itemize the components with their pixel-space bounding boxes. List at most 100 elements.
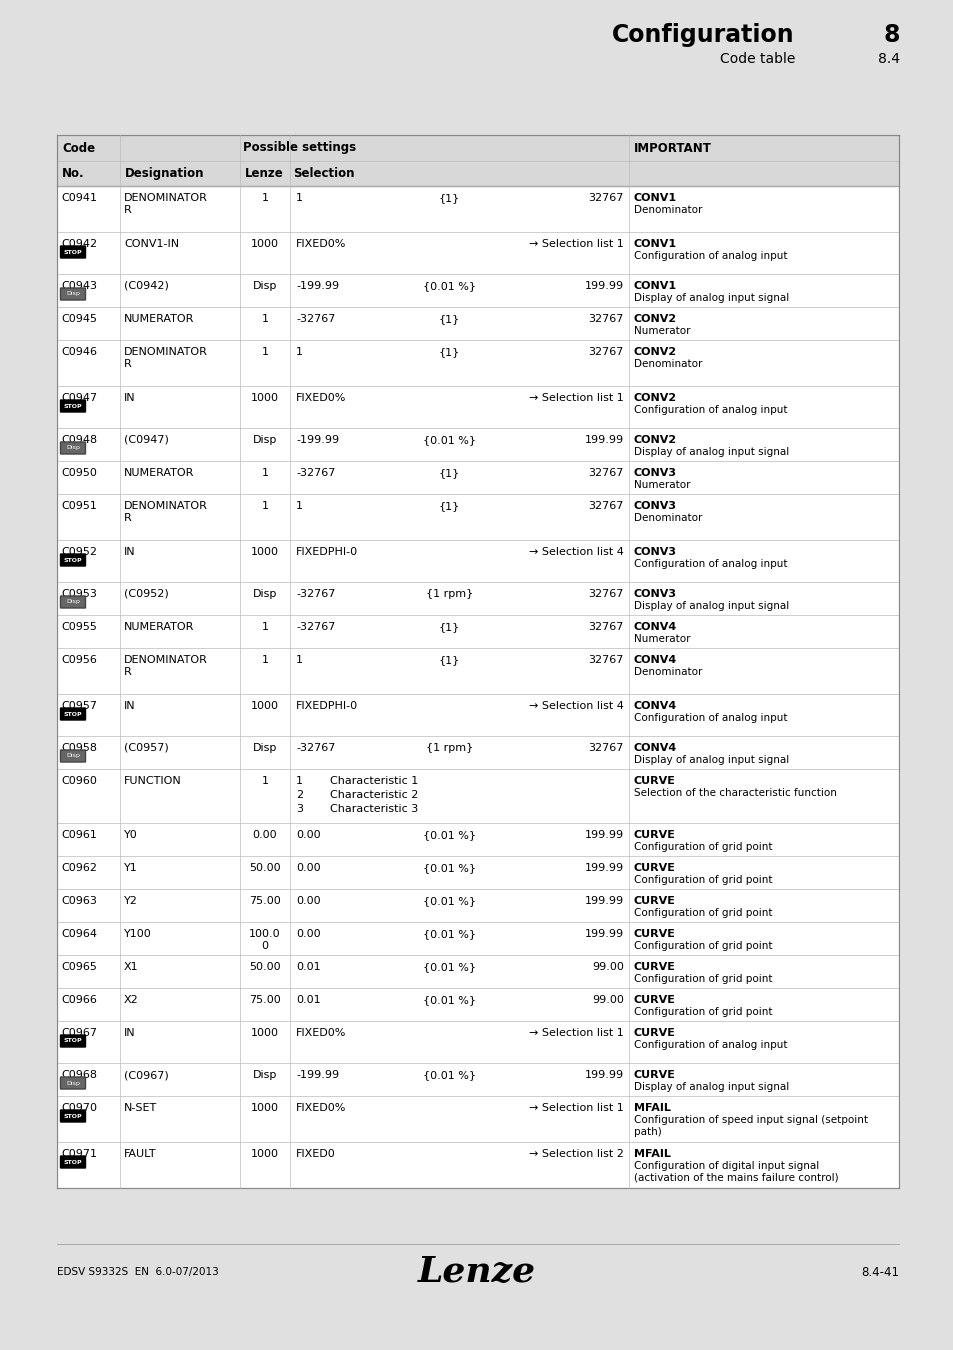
Text: Denominator: Denominator: [634, 513, 701, 522]
Text: 1: 1: [261, 622, 268, 632]
Text: DENOMINATOR: DENOMINATOR: [124, 347, 208, 356]
Text: 8.4-41: 8.4-41: [861, 1265, 898, 1278]
Text: Characteristic 2: Characteristic 2: [330, 790, 418, 801]
Text: → Selection list 4: → Selection list 4: [529, 547, 623, 558]
Text: Y0: Y0: [124, 830, 137, 840]
Text: CURVE: CURVE: [634, 1027, 675, 1038]
Text: C0945: C0945: [61, 315, 97, 324]
Text: STOP: STOP: [64, 1160, 82, 1165]
Text: R: R: [124, 513, 132, 522]
Text: NUMERATOR: NUMERATOR: [124, 468, 194, 478]
FancyBboxPatch shape: [60, 554, 86, 566]
Text: Lenze: Lenze: [245, 167, 283, 180]
Text: FAULT: FAULT: [124, 1149, 156, 1160]
Text: 8.4: 8.4: [877, 53, 899, 66]
Text: Y2: Y2: [124, 896, 138, 906]
Text: 1000: 1000: [251, 239, 278, 248]
Text: C0941: C0941: [61, 193, 97, 202]
Text: Configuration: Configuration: [612, 23, 794, 47]
Text: Configuration of grid point: Configuration of grid point: [634, 941, 772, 950]
Text: Configuration of grid point: Configuration of grid point: [634, 1007, 772, 1017]
FancyBboxPatch shape: [60, 400, 86, 412]
Text: Configuration of digital input signal: Configuration of digital input signal: [634, 1161, 819, 1170]
Text: Denominator: Denominator: [634, 359, 701, 369]
Text: 75.00: 75.00: [249, 896, 280, 906]
Text: C0950: C0950: [61, 468, 97, 478]
Text: Y1: Y1: [124, 863, 137, 873]
Text: Disp: Disp: [253, 743, 277, 753]
Text: 1: 1: [261, 347, 268, 356]
Text: 75.00: 75.00: [249, 995, 280, 1004]
Text: CONV2: CONV2: [634, 435, 677, 446]
Text: 1: 1: [261, 193, 268, 202]
Text: STOP: STOP: [64, 1114, 82, 1119]
Text: 32767: 32767: [588, 622, 623, 632]
Text: STOP: STOP: [64, 250, 82, 255]
FancyBboxPatch shape: [60, 288, 86, 300]
Text: Numerator: Numerator: [634, 481, 690, 490]
Text: → Selection list 4: → Selection list 4: [529, 701, 623, 711]
Text: CONV4: CONV4: [634, 655, 677, 666]
Text: 2: 2: [295, 790, 303, 801]
Text: FIXED0%: FIXED0%: [295, 1027, 346, 1038]
Text: NUMERATOR: NUMERATOR: [124, 622, 194, 632]
Text: Numerator: Numerator: [634, 634, 690, 644]
Text: path): path): [634, 1127, 661, 1137]
Text: Display of analog input signal: Display of analog input signal: [634, 447, 788, 458]
Text: C0968: C0968: [61, 1071, 97, 1080]
Text: R: R: [124, 205, 132, 215]
Text: 1: 1: [261, 655, 268, 666]
Text: C0953: C0953: [61, 589, 97, 599]
Text: -32767: -32767: [295, 468, 335, 478]
Text: CONV4: CONV4: [634, 743, 677, 753]
Text: → Selection list 1: → Selection list 1: [529, 393, 623, 404]
Text: FIXEDPHI-0: FIXEDPHI-0: [295, 547, 357, 558]
FancyBboxPatch shape: [60, 1110, 86, 1122]
Text: C0961: C0961: [61, 830, 97, 840]
Text: DENOMINATOR: DENOMINATOR: [124, 193, 208, 202]
Text: C0943: C0943: [61, 281, 97, 292]
Text: Display of analog input signal: Display of analog input signal: [634, 293, 788, 302]
Text: 199.99: 199.99: [584, 435, 623, 446]
Text: {1}: {1}: [438, 622, 459, 632]
Text: 32767: 32767: [588, 468, 623, 478]
Text: 1000: 1000: [251, 393, 278, 404]
Text: 1: 1: [261, 468, 268, 478]
Text: CURVE: CURVE: [634, 929, 675, 940]
Text: CURVE: CURVE: [634, 776, 675, 786]
FancyBboxPatch shape: [60, 1156, 86, 1168]
Text: STOP: STOP: [64, 558, 82, 563]
Text: 32767: 32767: [588, 347, 623, 356]
Text: 0.00: 0.00: [295, 896, 320, 906]
FancyBboxPatch shape: [60, 751, 86, 761]
Text: Lenze: Lenze: [417, 1256, 536, 1289]
Text: 99.00: 99.00: [592, 995, 623, 1004]
Text: 1000: 1000: [251, 1103, 278, 1112]
Text: R: R: [124, 359, 132, 369]
Text: C0963: C0963: [61, 896, 97, 906]
Text: {1 rpm}: {1 rpm}: [425, 589, 473, 599]
Text: {0.01 %}: {0.01 %}: [422, 830, 476, 840]
Text: Denominator: Denominator: [634, 667, 701, 676]
Text: Code: Code: [62, 142, 95, 154]
Text: {0.01 %}: {0.01 %}: [422, 896, 476, 906]
Text: Configuration of grid point: Configuration of grid point: [634, 842, 772, 852]
Text: C0942: C0942: [61, 239, 97, 248]
Text: C0957: C0957: [61, 701, 97, 711]
Text: Disp: Disp: [66, 446, 80, 451]
Text: FIXED0: FIXED0: [295, 1149, 335, 1160]
Text: 199.99: 199.99: [584, 1071, 623, 1080]
Text: Characteristic 3: Characteristic 3: [330, 805, 417, 814]
Text: 32767: 32767: [588, 193, 623, 202]
Text: CONV1: CONV1: [634, 281, 677, 292]
Text: 1: 1: [295, 501, 303, 512]
Text: C0951: C0951: [61, 501, 97, 512]
Text: {0.01 %}: {0.01 %}: [422, 435, 476, 446]
Text: Display of analog input signal: Display of analog input signal: [634, 601, 788, 612]
Text: FIXED0%: FIXED0%: [295, 393, 346, 404]
Text: C0948: C0948: [61, 435, 97, 446]
Text: Disp: Disp: [253, 435, 277, 446]
Text: {1}: {1}: [438, 468, 459, 478]
Text: 0.00: 0.00: [295, 830, 320, 840]
Text: 100.0: 100.0: [249, 929, 280, 940]
